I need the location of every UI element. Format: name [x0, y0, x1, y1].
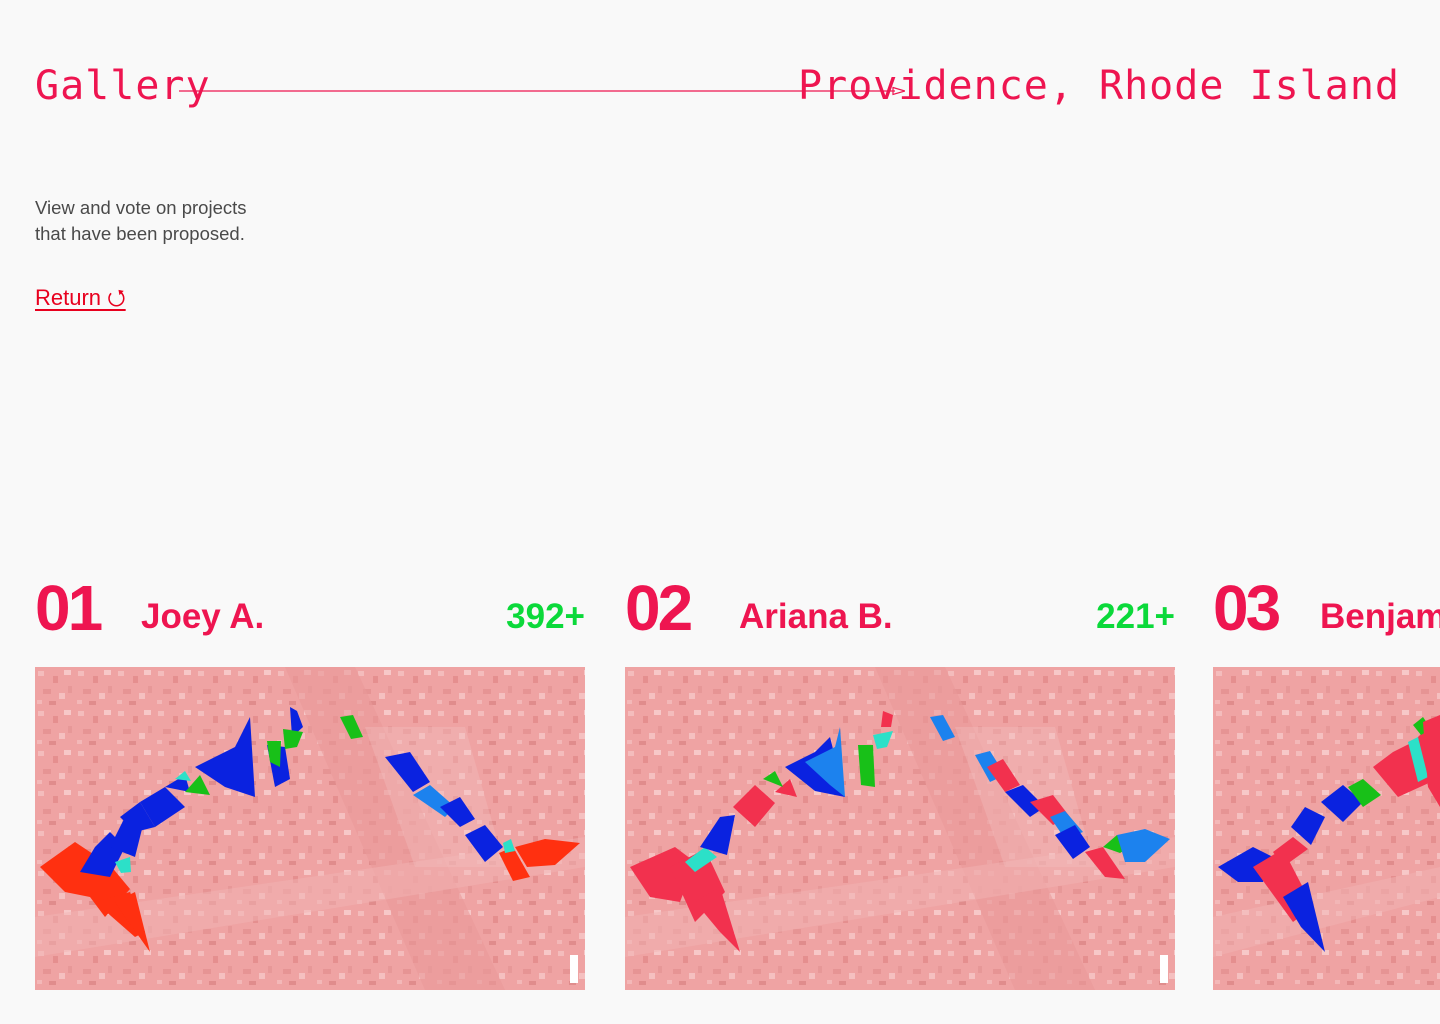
- intro-line-2: that have been proposed.: [35, 223, 245, 244]
- intro-line-1: View and vote on projects: [35, 197, 247, 218]
- vote-count-button[interactable]: 392+: [506, 597, 585, 636]
- return-link[interactable]: Return ⭯: [35, 285, 126, 310]
- project-map[interactable]: [625, 667, 1175, 990]
- project-author: Benjam: [1320, 597, 1440, 636]
- vote-count-button[interactable]: 221+: [1096, 597, 1175, 636]
- project-map[interactable]: [35, 667, 585, 990]
- project-author: Ariana B.: [739, 597, 893, 636]
- project-number: 01: [35, 572, 103, 644]
- project-map[interactable]: [1213, 667, 1440, 990]
- project-number: 03: [1213, 572, 1281, 644]
- page-title: Gallery: [35, 63, 211, 109]
- arrow-right-icon: [179, 86, 905, 96]
- intro-text: View and vote on projects that have been…: [35, 195, 295, 247]
- project-number: 02: [625, 572, 693, 644]
- location-title: Providence, Rhode Island: [798, 63, 1400, 109]
- project-author: Joey A.: [141, 597, 265, 636]
